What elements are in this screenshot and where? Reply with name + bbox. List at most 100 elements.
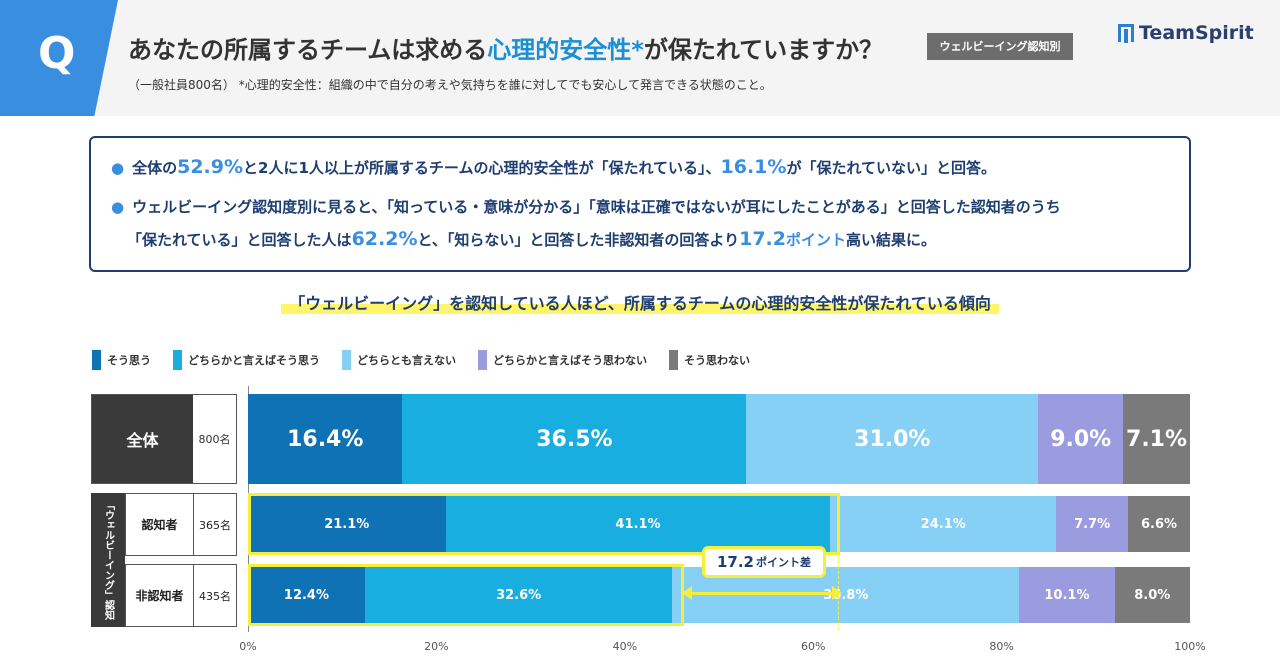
page-title: あなたの所属するチームは求める心理的安全性*が保たれていますか？ bbox=[128, 30, 883, 65]
bar-segment: 7.7% bbox=[1056, 496, 1129, 552]
question-marker bbox=[0, 0, 118, 116]
bullet-icon: ● bbox=[111, 198, 125, 216]
summary-text: と2人に1人以上が所属するチームの心理的安全性が「保たれている」、 bbox=[243, 159, 721, 177]
summary-text: 高い結果に。 bbox=[846, 231, 937, 249]
summary-value: 16.1% bbox=[720, 156, 787, 178]
data-label: 8.0% bbox=[1134, 587, 1171, 603]
bar-row: 12.4% 32.6% 36.8% 10.1% 8.0% bbox=[248, 567, 1190, 623]
bar-segment: 10.1% bbox=[1019, 567, 1115, 623]
row-label-all: 全体 800名 bbox=[91, 394, 237, 484]
data-label: 36.5% bbox=[536, 426, 613, 452]
data-label: 9.0% bbox=[1050, 426, 1112, 452]
bar-segment: 41.1% bbox=[445, 496, 831, 552]
trend-caption: 「ウェルビーイング」を認知している人ほど、所属するチームの心理的安全性が保たれて… bbox=[0, 290, 1280, 314]
summary-box: ● 全体の52.9%と2人に1人以上が所属するチームの心理的安全性が「保たれている… bbox=[89, 136, 1191, 272]
legend-item: そう思わない bbox=[669, 350, 750, 370]
legend-item: どちらとも言えない bbox=[342, 350, 456, 370]
legend-item: どちらかと言えばそう思わない bbox=[478, 350, 647, 370]
bar-segment: 6.6% bbox=[1128, 496, 1190, 552]
x-tick-label: 0% bbox=[239, 640, 257, 653]
row-label-aware: 認知者 365名 bbox=[125, 493, 237, 556]
title-highlight: 心理的安全性* bbox=[487, 36, 644, 64]
callout-value: 17.2 bbox=[716, 553, 754, 571]
bar-segment: 24.1% bbox=[830, 496, 1057, 552]
bar-segment: 9.0% bbox=[1038, 394, 1124, 484]
summary-line-3: 「保たれている」と回答した人は62.2%と、「知らない」と回答した非認知者の回答… bbox=[127, 228, 936, 250]
summary-value: 62.2% bbox=[351, 228, 418, 250]
legend-swatch bbox=[173, 350, 182, 370]
row-label-all-count: 800名 bbox=[193, 395, 236, 483]
chart-legend: そう思う どちらかと言えばそう思う どちらとも言えない どちらかと言えばそう思わない そ… bbox=[92, 350, 750, 370]
legend-swatch bbox=[342, 350, 351, 370]
summary-value: 52.9% bbox=[177, 156, 244, 178]
legend-label: どちらかと言えばそう思わない bbox=[493, 354, 647, 367]
summary-value: 17.2 bbox=[739, 228, 786, 250]
data-label: 10.1% bbox=[1044, 587, 1090, 603]
bar-segment: 8.0% bbox=[1114, 567, 1190, 623]
data-label: 36.8% bbox=[823, 587, 869, 603]
legend-label: どちらかと言えばそう思う bbox=[188, 354, 320, 367]
bar-segment: 21.1% bbox=[248, 496, 446, 552]
data-label: 21.1% bbox=[324, 516, 370, 532]
data-label: 32.6% bbox=[496, 587, 542, 603]
x-tick-label: 100% bbox=[1174, 640, 1206, 653]
bar-segment: 16.4% bbox=[248, 394, 403, 484]
reference-dashed-line bbox=[838, 540, 839, 630]
bar-row: 21.1% 41.1% 24.1% 7.7% 6.6% bbox=[248, 496, 1190, 552]
summary-text: 「保たれている」と回答した人は bbox=[127, 231, 352, 249]
bar-segment: 12.4% bbox=[248, 567, 365, 623]
data-label: 16.4% bbox=[287, 426, 364, 452]
legend-item: どちらかと言えばそう思う bbox=[173, 350, 320, 370]
trend-text: 「ウェルビーイング」を認知している人ほど、所属するチームの心理的安全性が保たれて… bbox=[281, 290, 999, 314]
legend-label: どちらとも言えない bbox=[357, 354, 456, 367]
row-label-unaware-count: 435名 bbox=[199, 589, 231, 603]
row-label-aware-name: 認知者 bbox=[126, 494, 194, 555]
summary-unit: ポイント bbox=[785, 231, 846, 249]
data-label: 12.4% bbox=[283, 587, 330, 603]
legend-label: そう思わない bbox=[684, 354, 750, 367]
title-part-b: が保たれていますか？ bbox=[643, 36, 884, 64]
x-tick-label: 40% bbox=[612, 640, 638, 653]
summary-text: ウェルビーイング認知度別に見ると、「知っている・意味が分かる」「意味は正確ではな… bbox=[132, 198, 1061, 216]
callout-unit: ポイント差 bbox=[756, 556, 811, 569]
summary-line-2: ● ウェルビーイング認知度別に見ると、「知っている・意味が分かる」「意味は正確では… bbox=[111, 196, 1061, 217]
data-label: 7.1% bbox=[1126, 426, 1188, 452]
data-label: 31.0% bbox=[854, 426, 931, 452]
row-label-unaware: 非認知者 435名 bbox=[125, 564, 237, 627]
row-label-unaware-name: 非認知者 bbox=[126, 565, 194, 626]
page-subtitle: （一般社員800名） *心理的安全性：組織の中で自分の考えや気持ちを誰に対してで… bbox=[128, 78, 772, 92]
data-label: 6.6% bbox=[1141, 516, 1178, 532]
x-tick-label: 20% bbox=[424, 640, 449, 653]
legend-swatch bbox=[478, 350, 487, 370]
x-tick-label: 60% bbox=[800, 640, 826, 653]
title-part-a: あなたの所属するチームは求める bbox=[128, 36, 488, 64]
question-letter: Q bbox=[38, 28, 76, 79]
legend-swatch bbox=[92, 350, 101, 370]
group-label: 「ウェルビーイング」認知 bbox=[91, 493, 125, 627]
legend-swatch bbox=[669, 350, 678, 370]
summary-text: と、「知らない」と回答した非認知者の回答より bbox=[417, 231, 740, 249]
logo-mark-icon bbox=[1118, 24, 1134, 43]
bar-segment: 31.0% bbox=[746, 394, 1039, 484]
data-label: 7.7% bbox=[1074, 516, 1111, 532]
bar-row: 16.4% 36.5% 31.0% 9.0% 7.1% bbox=[248, 394, 1190, 484]
difference-callout: 17.2 ポイント差 bbox=[702, 546, 826, 578]
data-label: 41.1% bbox=[615, 516, 661, 532]
row-label-aware-count: 365名 bbox=[199, 518, 231, 532]
summary-text: 全体の bbox=[132, 159, 178, 177]
segment-badge: ウェルビーイング認知別 bbox=[927, 33, 1073, 60]
brand-logo: TeamSpirit bbox=[1118, 22, 1254, 44]
bullet-icon: ● bbox=[111, 159, 125, 177]
summary-line-1: ● 全体の52.9%と2人に1人以上が所属するチームの心理的安全性が「保たれている… bbox=[111, 156, 996, 178]
summary-text: が「保たれていない」と回答。 bbox=[786, 159, 996, 177]
logo-text: TeamSpirit bbox=[1139, 22, 1254, 44]
bar-segment: 32.6% bbox=[364, 567, 673, 623]
data-label: 24.1% bbox=[920, 516, 966, 532]
difference-arrow-icon bbox=[682, 586, 842, 600]
bar-segment: 7.1% bbox=[1123, 394, 1190, 484]
row-label-all-name: 全体 bbox=[92, 395, 193, 483]
legend-item: そう思う bbox=[92, 350, 151, 370]
legend-label: そう思う bbox=[107, 354, 151, 367]
x-tick-label: 80% bbox=[989, 640, 1014, 653]
bar-segment: 36.5% bbox=[402, 394, 747, 484]
